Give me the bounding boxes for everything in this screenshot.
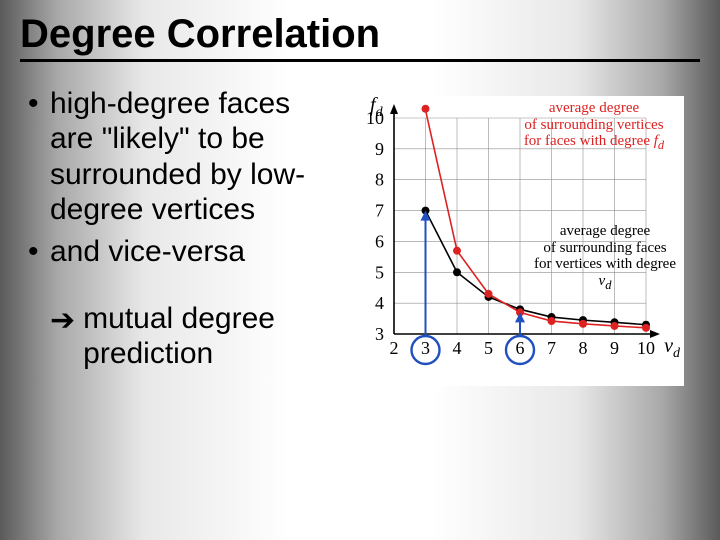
svg-text:3: 3 <box>421 338 430 358</box>
bullet-list: high-degree faces are "likely" to be sur… <box>28 86 328 269</box>
y-axis-label: fd <box>370 94 383 121</box>
svg-text:7: 7 <box>375 201 384 221</box>
svg-text:9: 9 <box>375 139 384 159</box>
chart-annotation-1: average degreeof surrounding verticesfor… <box>504 100 684 153</box>
svg-text:7: 7 <box>547 338 556 358</box>
svg-text:6: 6 <box>375 231 384 251</box>
degree-correlation-chart: 2345678910345678910fdvdaverage degreeof … <box>334 96 684 386</box>
svg-text:2: 2 <box>390 338 399 358</box>
arrow-bullet: ➔ mutual degree prediction <box>28 301 328 372</box>
text-column: high-degree faces are "likely" to be sur… <box>28 86 328 386</box>
bullet-1: high-degree faces are "likely" to be sur… <box>28 86 328 228</box>
bullet-2: and vice-versa <box>28 234 328 269</box>
svg-text:4: 4 <box>375 293 384 313</box>
svg-text:3: 3 <box>375 324 384 344</box>
arrow-icon: ➔ <box>50 303 75 338</box>
svg-text:4: 4 <box>453 338 462 358</box>
svg-text:6: 6 <box>516 338 525 358</box>
x-axis-label: vd <box>664 335 680 362</box>
arrow-text: mutual degree prediction <box>83 301 328 372</box>
svg-text:5: 5 <box>375 262 384 282</box>
svg-text:8: 8 <box>375 170 384 190</box>
svg-text:8: 8 <box>579 338 588 358</box>
page-title: Degree Correlation <box>20 12 700 62</box>
chart-annotation-2: average degreeof surrounding facesfor ve… <box>526 223 684 292</box>
svg-text:5: 5 <box>484 338 493 358</box>
svg-text:10: 10 <box>637 338 655 358</box>
svg-text:9: 9 <box>610 338 619 358</box>
